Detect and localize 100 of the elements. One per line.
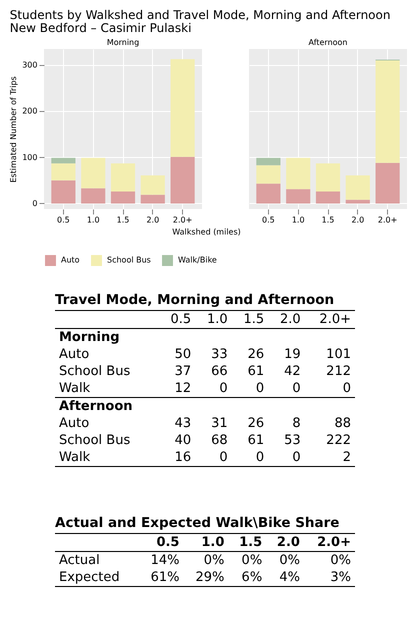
x-tick-label: 2.0	[351, 216, 364, 224]
legend-label: School Bus	[107, 256, 151, 265]
chart-title: Students by Walkshed and Travel Mode, Morning and Afternoon	[10, 8, 390, 22]
bar	[316, 191, 340, 204]
x-tick-label: 0.5	[138, 534, 184, 552]
x-tick-label: 1.0	[292, 216, 305, 224]
data-label: 2	[304, 449, 355, 466]
y-tick-label: School Bus	[58, 363, 132, 380]
data-label: 0%	[304, 552, 355, 569]
data-label: 6%	[228, 569, 266, 586]
data-label: 0	[342, 380, 352, 398]
y-tick-label: Expected	[55, 569, 139, 586]
data-label: 42	[283, 363, 302, 380]
data-label: 26	[246, 346, 266, 363]
y-tick-label: Walk	[55, 449, 159, 466]
legend-label: Walk/Bike	[178, 256, 217, 265]
x-tick-label: 1.0	[183, 534, 228, 552]
bar	[256, 184, 280, 204]
x-tick-label: 1.0	[86, 216, 100, 224]
x-tick-label: 1.5	[322, 216, 334, 224]
x-tick-label: 2.0+	[172, 216, 192, 224]
data-label: 212	[325, 363, 352, 380]
bar	[256, 165, 280, 184]
y-tick-label: 0	[32, 198, 38, 208]
y-tick-label: 300	[22, 60, 38, 70]
data-label: 0	[232, 449, 268, 466]
data-label: 50	[174, 346, 192, 363]
y-tick-label: Morning	[55, 328, 159, 346]
y-tick-label: Auto	[58, 346, 90, 363]
x-tick-label: 0.5	[262, 216, 275, 224]
x-tick-label: 2.0+	[304, 310, 355, 328]
bar	[81, 188, 106, 204]
data-label: 19	[283, 346, 302, 363]
data-label: 40	[174, 432, 192, 449]
bar	[110, 191, 136, 204]
x-tick-label: 2.0	[268, 310, 305, 328]
x-tick-label: 2.0	[266, 534, 304, 552]
bar	[81, 158, 106, 188]
data-label: 29%	[183, 569, 228, 586]
x-tick-label: 1.5	[228, 534, 266, 552]
data-label: 0%	[266, 552, 304, 569]
data-label: 222	[325, 432, 352, 449]
x-tick-label: 2.0	[146, 216, 160, 224]
data-label: 33	[210, 346, 229, 363]
data-label: 53	[283, 432, 302, 449]
bar	[286, 158, 310, 190]
bar	[316, 163, 340, 192]
x-tick-label: 1.0	[195, 310, 232, 328]
data-label: 0%	[183, 552, 228, 569]
data-label: 61	[246, 363, 266, 380]
x-tick-label: 2.0+	[304, 534, 355, 552]
data-label: 31	[210, 415, 229, 432]
y-tick-label: Walk	[58, 380, 92, 398]
bar	[346, 200, 370, 204]
bar	[376, 60, 400, 163]
data-label: 61	[246, 432, 266, 449]
data-label: 16	[158, 449, 196, 466]
data-label: 14%	[138, 552, 184, 569]
data-label: 0	[218, 380, 229, 398]
y-tick-label: Afternoon	[55, 398, 159, 415]
y-tick-label: 100	[22, 152, 38, 162]
bar	[286, 189, 310, 204]
data-label: 37	[174, 363, 192, 380]
data-label: 12	[174, 380, 192, 398]
data-label: 26	[246, 415, 266, 432]
x-tick-label: 0.5	[57, 216, 70, 224]
chart-title: Travel Mode, Morning and Afternoon	[55, 292, 336, 308]
bar	[110, 163, 136, 192]
y-tick-label: School Bus	[58, 432, 132, 449]
data-label: 101	[325, 346, 352, 363]
bar	[51, 180, 76, 204]
x-tick-label: 0.5	[158, 310, 196, 328]
bar	[51, 158, 76, 164]
data-label: 4%	[266, 569, 304, 586]
x-axis-title: Walkshed (miles)	[172, 228, 241, 236]
bar	[256, 158, 280, 166]
data-label: 61%	[138, 569, 184, 586]
data-label: 0	[254, 380, 266, 398]
chart-subtitle: New Bedford – Casimir Pulaski	[10, 21, 192, 35]
y-axis-title: Estimated Number of Trips	[9, 76, 18, 183]
data-label: 0	[291, 380, 302, 398]
y-tick-label: Actual	[55, 552, 139, 569]
bar	[140, 175, 165, 195]
x-tick-label: 1.5	[232, 310, 268, 328]
data-label: 0	[195, 449, 232, 466]
data-label: 0%	[228, 552, 266, 569]
data-label: 68	[210, 432, 229, 449]
bar	[170, 156, 195, 204]
text: Afternoon	[308, 38, 348, 47]
x-tick-label: 2.0+	[378, 216, 398, 224]
bar	[170, 59, 195, 157]
data-label: 8	[291, 415, 302, 432]
bar	[140, 194, 165, 204]
bar	[51, 163, 76, 180]
data-label: 0	[268, 449, 305, 466]
x-tick-label: 1.5	[116, 216, 130, 224]
data-label: 66	[210, 363, 229, 380]
data-label: 3%	[304, 569, 355, 586]
bar	[376, 162, 400, 204]
y-tick-label: 200	[22, 106, 38, 116]
